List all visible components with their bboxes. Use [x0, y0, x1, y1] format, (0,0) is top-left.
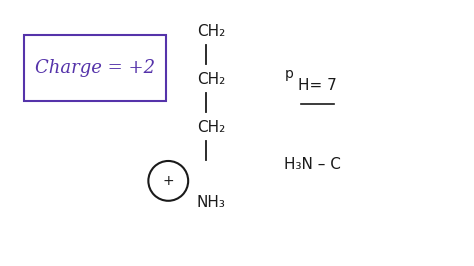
Text: NH₃: NH₃: [197, 195, 226, 210]
Bar: [24, 35, 166, 101]
Text: CH₂: CH₂: [197, 72, 225, 87]
Text: H= 7: H= 7: [298, 78, 337, 93]
Text: +: +: [163, 174, 174, 188]
Text: H₃N – C: H₃N – C: [284, 157, 341, 172]
Text: CH₂: CH₂: [197, 24, 225, 39]
Text: Charge = +2: Charge = +2: [35, 59, 155, 77]
Text: CH₂: CH₂: [197, 120, 225, 135]
Text: p: p: [284, 68, 293, 81]
